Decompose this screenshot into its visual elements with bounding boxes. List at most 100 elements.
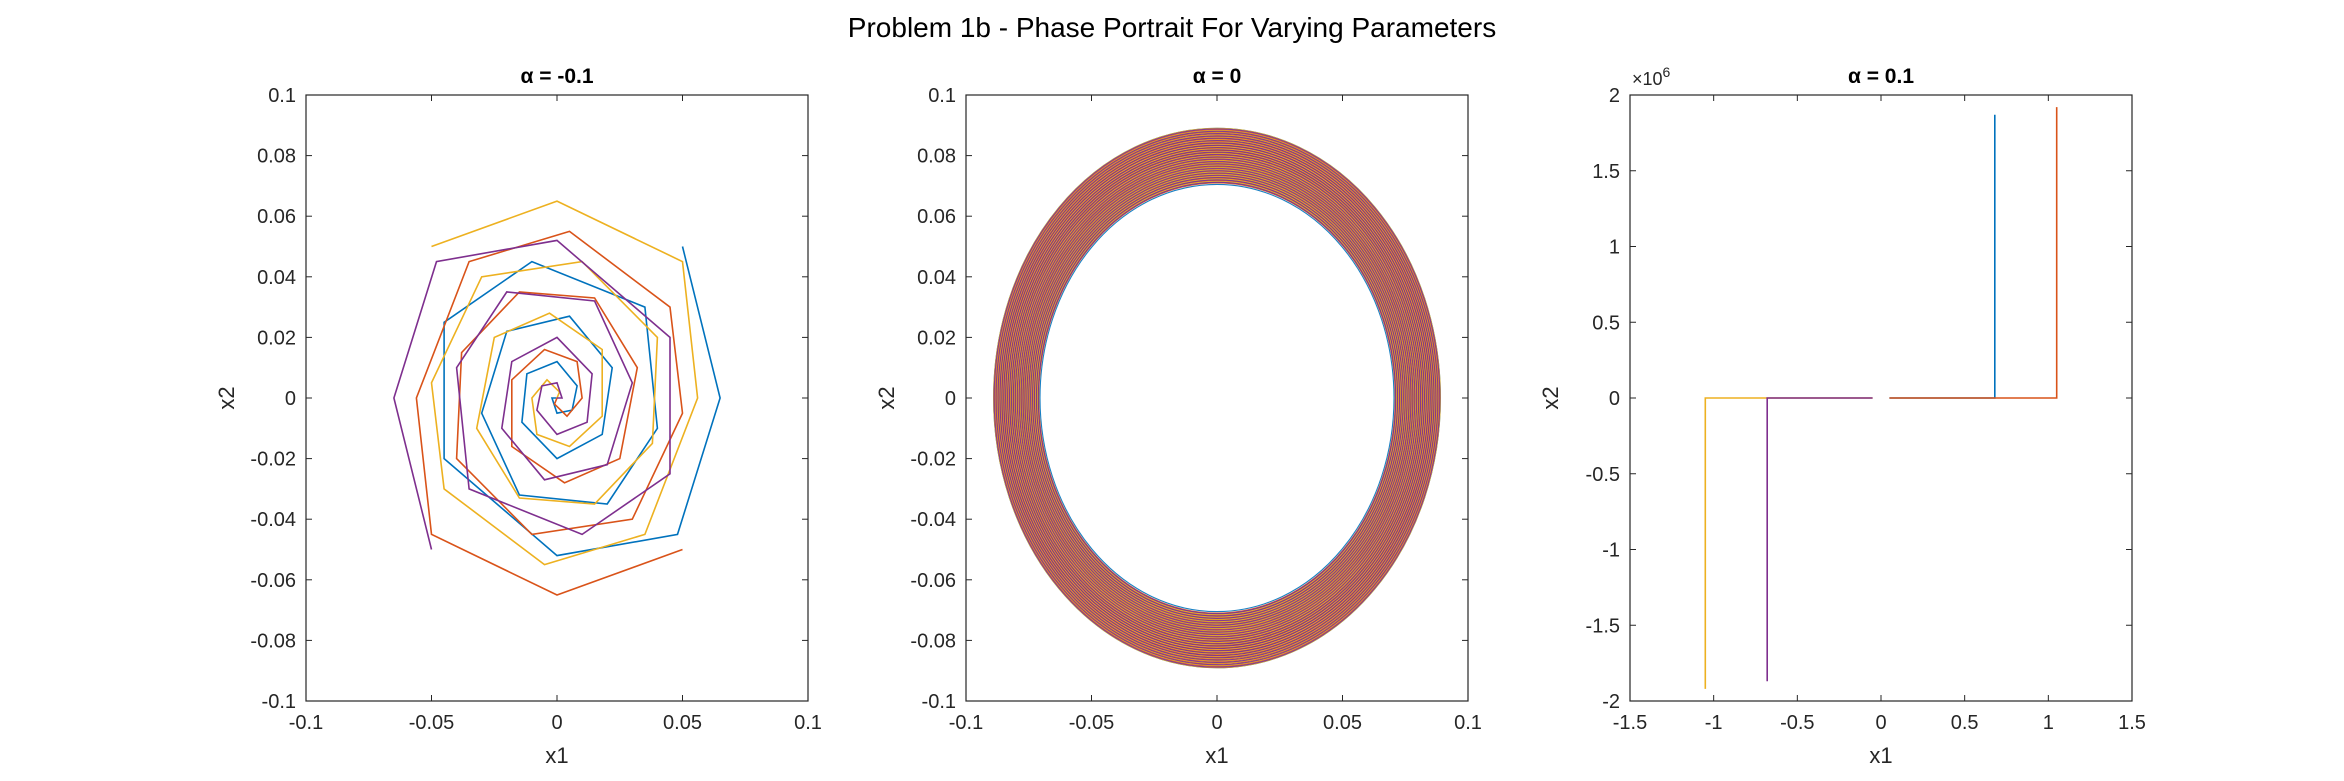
- series-ring-3: [996, 132, 1438, 664]
- series-line-1: [443, 246, 721, 557]
- series-ring-2: [1024, 166, 1410, 630]
- x-tick-label: 0: [551, 712, 562, 734]
- series-ring-3: [1023, 164, 1411, 632]
- series-ring-2: [1009, 147, 1425, 649]
- y-tick-label: 0.1: [928, 85, 956, 107]
- series-ring-4: [1030, 172, 1404, 624]
- x-tick-label: 1.5: [2118, 712, 2146, 734]
- series-ring-4: [1022, 163, 1412, 633]
- y-tick-label: -0.1: [922, 691, 956, 713]
- series-ring-4: [1026, 167, 1408, 629]
- x-tick-label: -1: [1705, 712, 1723, 734]
- x-tick-label: -0.5: [1780, 712, 1814, 734]
- x-tick-label: -0.1: [289, 712, 323, 734]
- y-axis-label: x2: [1538, 386, 1563, 409]
- y-tick-label: 0.04: [257, 267, 296, 289]
- series-ring-4: [1020, 160, 1414, 636]
- series-ring-4: [1012, 151, 1422, 645]
- series-ring-3: [1029, 171, 1405, 625]
- series-line-2: [415, 230, 684, 596]
- series-ring-2: [1021, 161, 1413, 635]
- y-tick-label: 0.02: [917, 327, 956, 349]
- y-tick-label: 0.08: [917, 146, 956, 168]
- series-ring-3: [1019, 160, 1415, 636]
- series-ring-3: [1031, 173, 1403, 623]
- axes-box: [965, 94, 1469, 702]
- series-ring-4: [1037, 181, 1397, 615]
- plot-area: [1704, 107, 2058, 689]
- series-ring-3: [1035, 178, 1399, 618]
- series-ring-4: [997, 133, 1437, 663]
- x-tick-label: 0: [1875, 712, 1886, 734]
- x-axis-label: x1: [1205, 743, 1228, 768]
- y-tick-label: -2: [1602, 691, 1620, 713]
- series-ring-2: [1003, 140, 1431, 656]
- y-tick-label: 2: [1609, 85, 1620, 107]
- x-tick-label: 0.5: [1951, 712, 1979, 734]
- series-line-2: [1889, 107, 2058, 399]
- x-tick-label: -0.05: [1069, 712, 1115, 734]
- series-ring-2: [1005, 143, 1429, 653]
- axes-title: α = 0.1: [1848, 65, 1914, 88]
- series-ring-4: [1001, 137, 1433, 659]
- series-line-3: [430, 200, 699, 566]
- y-tick-label: -0.06: [250, 570, 296, 592]
- series-ring-3: [1010, 148, 1424, 648]
- y-tick-label: -1.5: [1586, 615, 1620, 637]
- y-tick-label: 0.04: [917, 267, 956, 289]
- series-ring-3: [998, 134, 1436, 662]
- x-axis-label: x1: [1869, 743, 1892, 768]
- series-ring-2: [1032, 175, 1402, 621]
- series-ring-4: [1005, 142, 1429, 654]
- series-ring-2: [1013, 152, 1421, 644]
- series-ring-2: [1022, 163, 1412, 633]
- x-tick-label: 0.1: [1454, 712, 1482, 734]
- x-tick-label: 0: [1211, 712, 1222, 734]
- series-ring-2: [1019, 159, 1415, 637]
- x-tick-label: -1.5: [1613, 712, 1647, 734]
- y-tick-label: -0.02: [910, 449, 956, 471]
- series-ring-2: [1011, 150, 1423, 646]
- y-tick-label: 0.06: [257, 206, 296, 228]
- y-tick-label: -0.5: [1586, 464, 1620, 486]
- series-ring-4: [1035, 179, 1399, 617]
- series-ring-3: [1017, 157, 1417, 639]
- y-tick-label: -0.08: [250, 630, 296, 652]
- series-ring-2: [996, 131, 1438, 665]
- x-tick-label: 1: [2043, 712, 2054, 734]
- y-exponent-label: ×106: [1632, 64, 1671, 89]
- series-line-1: [1889, 114, 1996, 399]
- y-tick-label: 1: [1609, 237, 1620, 259]
- y-axis-label: x2: [874, 386, 899, 409]
- series-ring-2: [1015, 154, 1419, 642]
- series-ring-2: [998, 133, 1436, 663]
- series-ring-2: [1001, 138, 1433, 658]
- series-ring-3: [1015, 155, 1419, 641]
- series-ring-4: [1014, 153, 1420, 643]
- series-ring-3: [1025, 166, 1409, 630]
- axes-2: -0.1 -0.05 0 0.05 0.1 -0.1 -0.08 -0.06 -0.04 -0.0…: [874, 65, 1482, 768]
- series-line-4: [393, 239, 671, 550]
- series-ring-2: [1000, 136, 1434, 660]
- plot-area: [993, 127, 1441, 669]
- y-tick-label: 0: [1609, 388, 1620, 410]
- x-tick-label: -0.1: [949, 712, 983, 734]
- x-axis-label: x1: [545, 743, 568, 768]
- series-ring-4: [1028, 170, 1406, 626]
- y-tick-label: 0.08: [257, 146, 296, 168]
- series-line-3: [1704, 397, 1873, 689]
- x-tick-label: 0.05: [663, 712, 702, 734]
- series-ring-2: [994, 129, 1440, 667]
- series-ring-4: [1007, 144, 1427, 652]
- series-ring-3: [1027, 169, 1407, 627]
- y-tick-label: -0.04: [250, 509, 296, 531]
- y-tick-label: 0: [945, 388, 956, 410]
- series-ring-3: [1006, 143, 1428, 653]
- figure-title: Problem 1b - Phase Portrait For Varying …: [847, 12, 1497, 43]
- series-ring-3: [1012, 150, 1422, 646]
- x-tick-label: 0.1: [794, 712, 822, 734]
- y-tick-label: -0.04: [910, 509, 956, 531]
- y-tick-label: -0.02: [250, 449, 296, 471]
